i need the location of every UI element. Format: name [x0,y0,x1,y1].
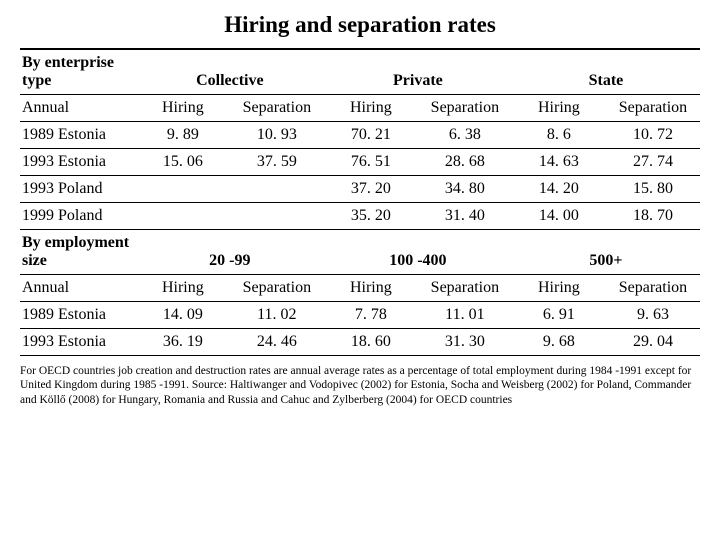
col-header: Separation [230,275,324,302]
cell: 27. 74 [606,149,700,176]
page-title: Hiring and separation rates [20,12,700,38]
cell: 6. 38 [418,122,512,149]
cell: 7. 78 [324,302,418,329]
group-collective: Collective [136,49,324,95]
col-header: Separation [606,275,700,302]
cell: 36. 19 [136,329,230,356]
col-header: Hiring [136,275,230,302]
annual-label-2: Annual [20,275,136,302]
cell: 14. 63 [512,149,606,176]
col-header: Separation [606,95,700,122]
cell [136,203,230,230]
section2-heading: By employment size [20,230,136,275]
cell: 6. 91 [512,302,606,329]
cell: 15. 06 [136,149,230,176]
group-500plus: 500+ [512,230,700,275]
cell [230,203,324,230]
cell: 18. 70 [606,203,700,230]
section1-heading: By enterprise type [20,49,136,95]
row-label: 1999 Poland [20,203,136,230]
table-row: 1999 Poland 35. 20 31. 40 14. 00 18. 70 [20,203,700,230]
group-20-99: 20 -99 [136,230,324,275]
cell: 10. 72 [606,122,700,149]
cell: 8. 6 [512,122,606,149]
footnote-text: For OECD countries job creation and dest… [20,364,700,407]
cell: 10. 93 [230,122,324,149]
cell: 14. 09 [136,302,230,329]
cell [136,176,230,203]
cell: 14. 00 [512,203,606,230]
cell: 24. 46 [230,329,324,356]
row-label: 1989 Estonia [20,122,136,149]
cell: 37. 59 [230,149,324,176]
cell: 9. 63 [606,302,700,329]
cell: 9. 68 [512,329,606,356]
table-row: 1993 Poland 37. 20 34. 80 14. 20 15. 80 [20,176,700,203]
cell: 34. 80 [418,176,512,203]
col-header: Hiring [136,95,230,122]
table-row: 1989 Estonia 9. 89 10. 93 70. 21 6. 38 8… [20,122,700,149]
table-row: 1989 Estonia 14. 09 11. 02 7. 78 11. 01 … [20,302,700,329]
cell: 15. 80 [606,176,700,203]
cell: 70. 21 [324,122,418,149]
cell: 11. 02 [230,302,324,329]
annual-label-1: Annual [20,95,136,122]
cell: 37. 20 [324,176,418,203]
table-row: 1993 Estonia 15. 06 37. 59 76. 51 28. 68… [20,149,700,176]
cell: 18. 60 [324,329,418,356]
cell: 76. 51 [324,149,418,176]
table-row: 1993 Estonia 36. 19 24. 46 18. 60 31. 30… [20,329,700,356]
row-label: 1993 Poland [20,176,136,203]
cell: 14. 20 [512,176,606,203]
group-state: State [512,49,700,95]
cell: 11. 01 [418,302,512,329]
cell: 9. 89 [136,122,230,149]
group-100-400: 100 -400 [324,230,512,275]
col-header: Separation [418,275,512,302]
col-header: Separation [230,95,324,122]
cell [230,176,324,203]
col-header: Hiring [512,275,606,302]
col-header: Hiring [324,95,418,122]
cell: 28. 68 [418,149,512,176]
row-label: 1993 Estonia [20,329,136,356]
cell: 31. 30 [418,329,512,356]
cell: 31. 40 [418,203,512,230]
cell: 29. 04 [606,329,700,356]
row-label: 1993 Estonia [20,149,136,176]
cell: 35. 20 [324,203,418,230]
col-header: Hiring [324,275,418,302]
col-header: Separation [418,95,512,122]
group-private: Private [324,49,512,95]
col-header: Hiring [512,95,606,122]
row-label: 1989 Estonia [20,302,136,329]
rates-table: By enterprise type Collective Private St… [20,48,700,356]
